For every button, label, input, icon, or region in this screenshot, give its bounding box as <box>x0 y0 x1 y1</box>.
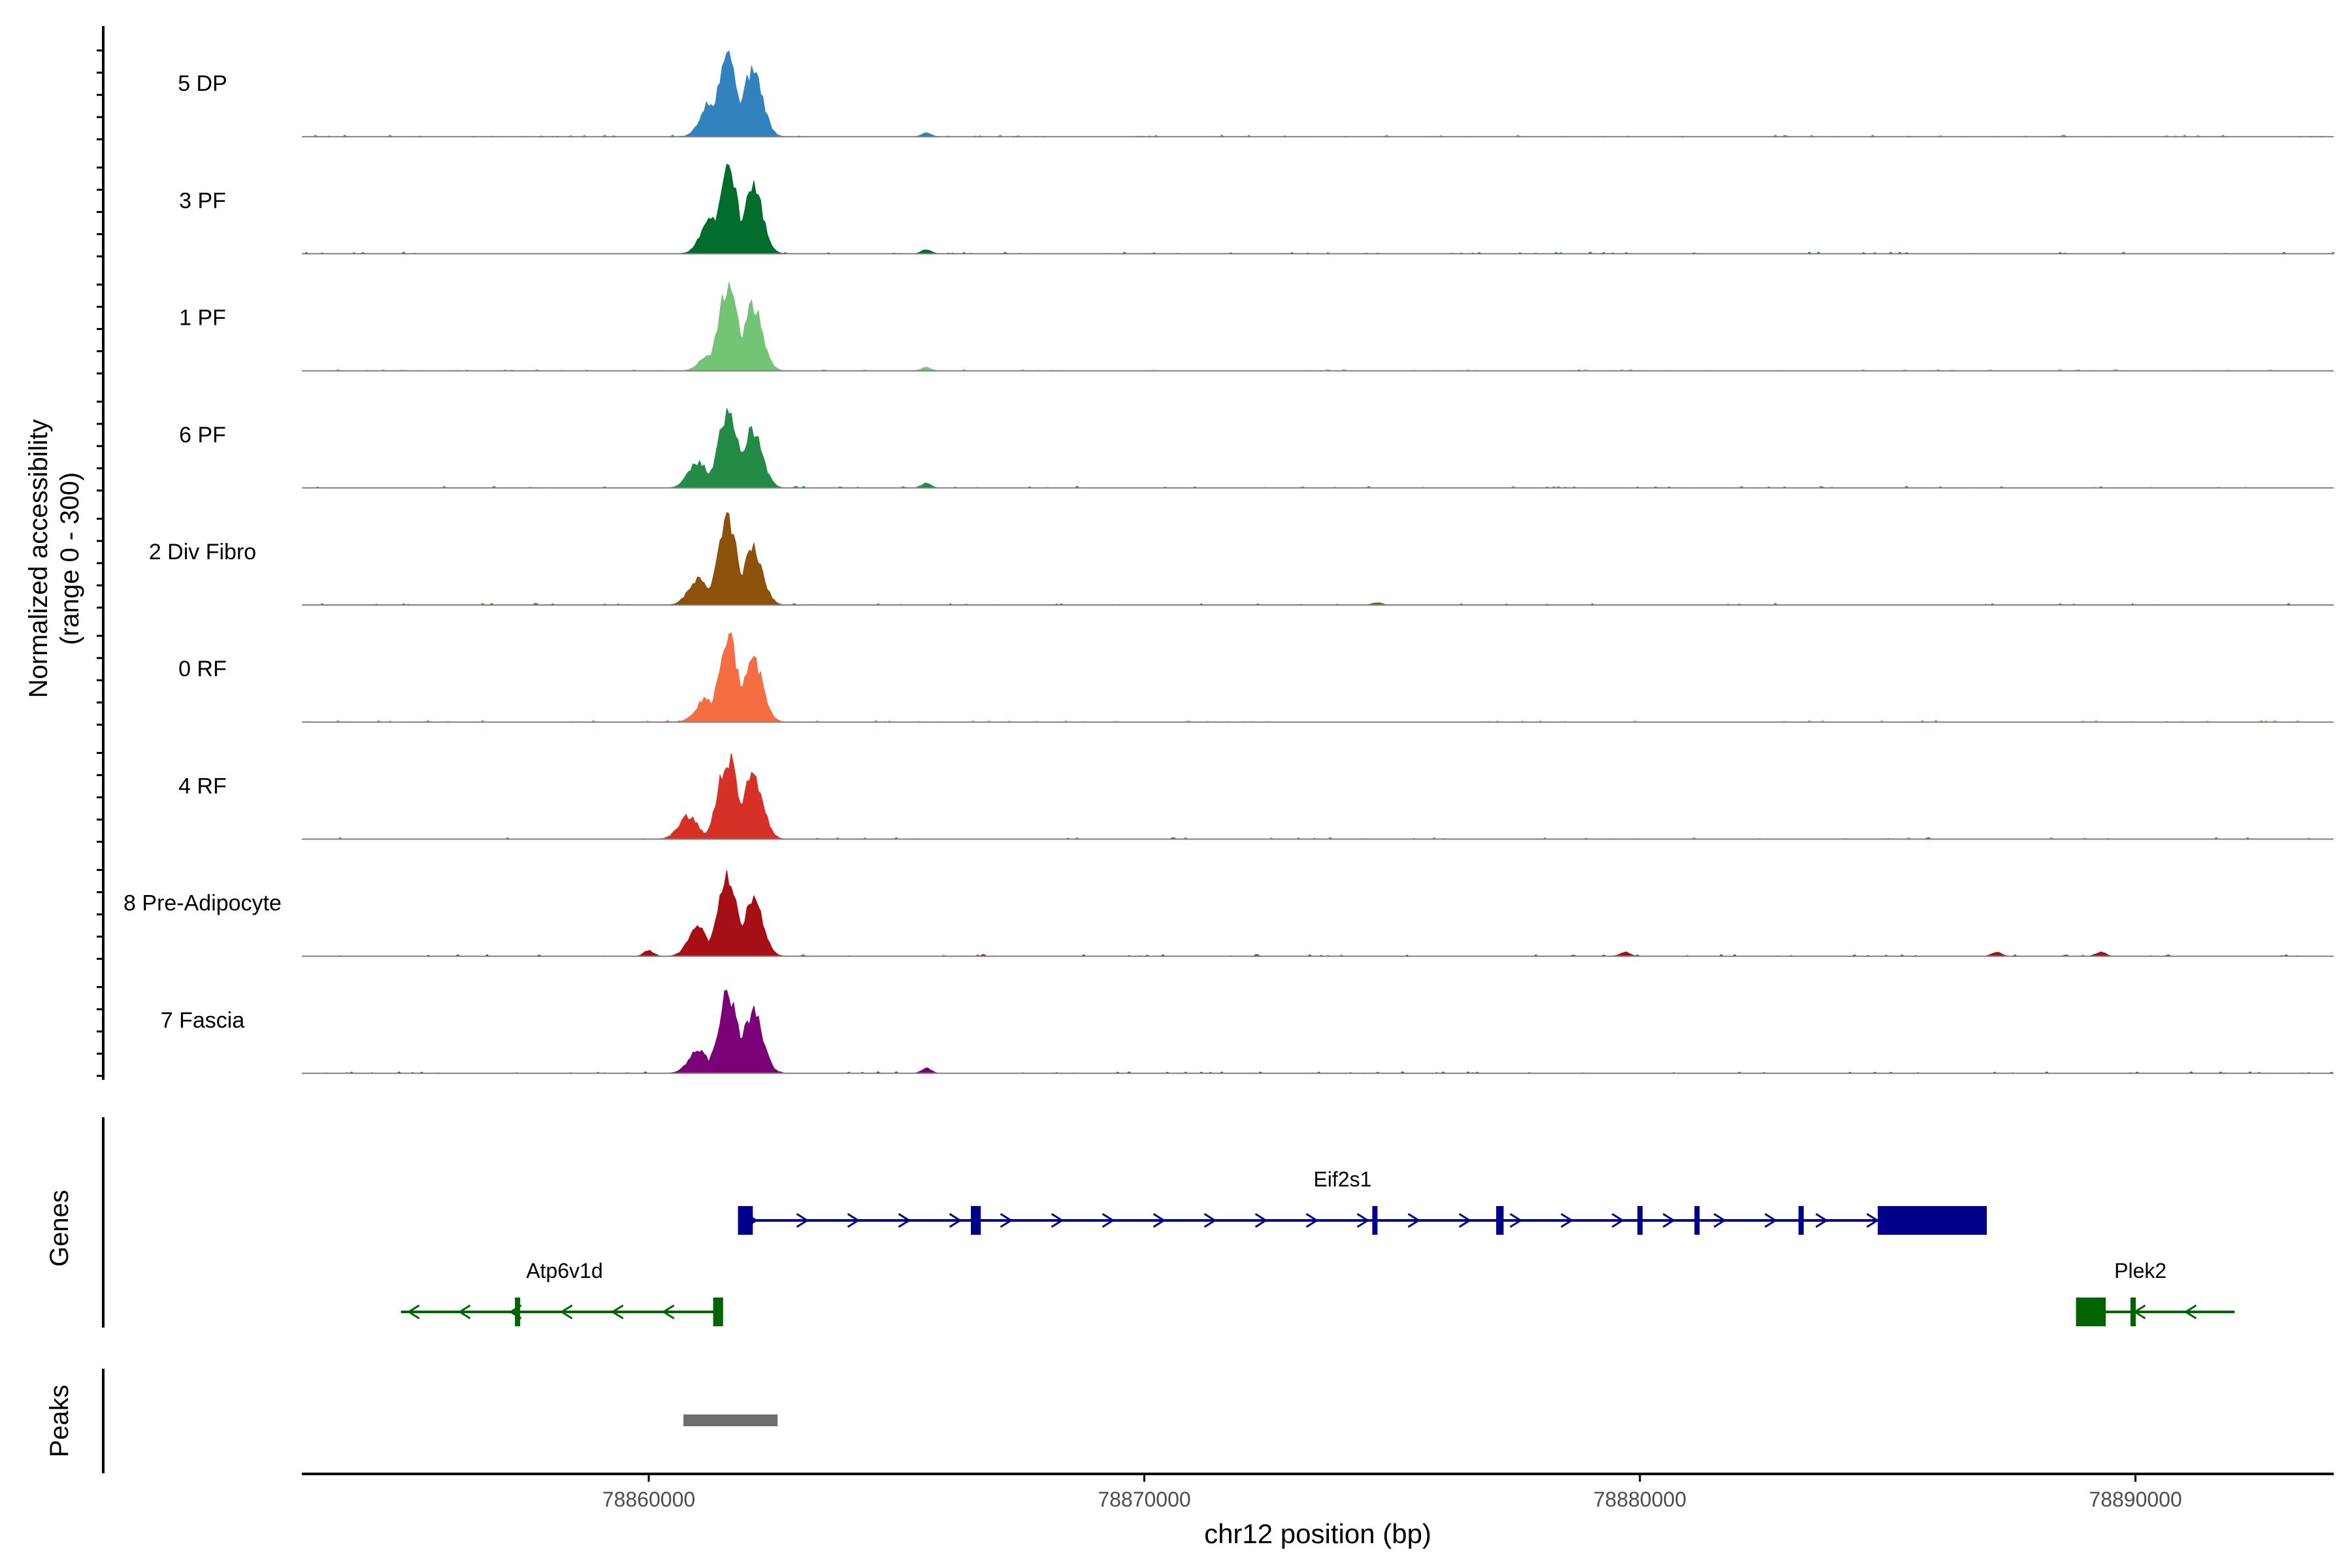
gene-exon <box>1637 1206 1643 1235</box>
gene-plek2: Plek2 <box>2076 1259 2235 1326</box>
coverage-area <box>302 512 2334 606</box>
coverage-area <box>302 989 2334 1074</box>
strand-arrow <box>661 1304 675 1320</box>
strand-arrow <box>1815 1213 1829 1228</box>
gene-exon <box>738 1206 753 1235</box>
strand-arrow <box>1713 1213 1727 1228</box>
coverage-track: 4 RF <box>178 753 2334 840</box>
x-axis-title: chr12 position (bp) <box>1204 1518 1431 1549</box>
strand-arrow <box>457 1304 471 1320</box>
track-label: 1 PF <box>179 306 226 331</box>
strand-arrow <box>1407 1213 1421 1228</box>
strand-arrow <box>1305 1213 1319 1228</box>
coverage-track: 2 Div Fibro <box>149 512 2334 606</box>
coverage-area <box>302 163 2334 254</box>
peaks-panel-label: Peaks <box>45 1384 74 1457</box>
strand-arrow <box>847 1213 860 1228</box>
strand-arrow <box>610 1304 624 1320</box>
peaks-panel <box>102 1369 778 1473</box>
track-label: 6 PF <box>179 423 226 448</box>
strand-arrow <box>1051 1213 1064 1228</box>
gene-annotation-panel: Eif2s1 Atp6v1d Plek2 <box>102 1117 2235 1328</box>
track-label: 8 Pre-Adipocyte <box>123 891 282 916</box>
gene-exon <box>1878 1206 1987 1235</box>
gene-exon <box>1694 1206 1700 1235</box>
strand-arrow <box>898 1213 911 1228</box>
strand-arrow <box>2183 1304 2197 1320</box>
strand-arrow <box>1662 1213 1676 1228</box>
strand-arrow <box>1611 1213 1625 1228</box>
coverage-area <box>302 282 2334 372</box>
coverage-track: 8 Pre-Adipocyte <box>123 870 2334 957</box>
x-axis: 78860000 78870000 78880000 78890000 <box>302 1473 2334 1511</box>
track-label: 0 RF <box>178 657 227 681</box>
gene-exon <box>971 1206 981 1235</box>
x-tick-label: 78860000 <box>602 1488 695 1511</box>
coverage-area <box>302 408 2334 489</box>
y-axis-title-line1: Normalized accessibility <box>24 419 53 698</box>
strand-arrow <box>1458 1213 1472 1228</box>
strand-arrow <box>1102 1213 1115 1228</box>
coverage-track: 0 RF <box>178 632 2334 723</box>
strand-arrow <box>1509 1213 1523 1228</box>
strand-arrow <box>1203 1213 1217 1228</box>
genes-panel-label: Genes <box>45 1190 74 1267</box>
x-tick-label: 78870000 <box>1098 1488 1190 1511</box>
coverage-area <box>302 753 2334 840</box>
gene-exon <box>1496 1206 1504 1235</box>
gene-exon <box>2131 1298 2136 1326</box>
gene-label: Plek2 <box>2114 1259 2166 1282</box>
strand-arrow <box>1356 1213 1370 1228</box>
coverage-track: 1 PF <box>179 282 2334 372</box>
strand-arrow <box>1254 1213 1268 1228</box>
strand-arrow <box>1764 1213 1778 1228</box>
gene-exon <box>713 1298 723 1326</box>
coverage-track: 3 PF <box>179 163 2334 255</box>
strand-arrow <box>559 1304 573 1320</box>
coverage-area <box>302 632 2334 723</box>
strand-arrow <box>796 1213 809 1228</box>
gene-label: Eif2s1 <box>1313 1168 1371 1191</box>
strand-arrow <box>1152 1213 1166 1228</box>
coverage-track: 6 PF <box>179 408 2334 489</box>
strand-arrow <box>1560 1213 1574 1228</box>
strand-arrow <box>1000 1213 1013 1228</box>
gene-eif2s1: Eif2s1 <box>738 1168 1987 1235</box>
coverage-area <box>302 870 2334 957</box>
track-label: 2 Div Fibro <box>149 540 256 564</box>
x-tick-label: 78880000 <box>1593 1488 1686 1511</box>
coverage-tracks: 5 DP 3 PF 1 PF 6 PF 2 Div Fibro 0 RF 4 RF 8 Pre… <box>97 26 2334 1080</box>
gene-exon <box>2076 1298 2106 1326</box>
peak-region <box>683 1414 778 1426</box>
coverage-track: 5 DP <box>178 50 2334 138</box>
gene-exon <box>1798 1206 1804 1235</box>
track-label: 7 Fascia <box>161 1008 245 1033</box>
track-label: 3 PF <box>179 188 226 213</box>
gene-exon <box>1372 1206 1378 1235</box>
x-tick-label: 78890000 <box>2089 1488 2181 1511</box>
coverage-track: 7 Fascia <box>161 989 2334 1074</box>
gene-label: Atp6v1d <box>526 1259 602 1282</box>
strand-arrow <box>406 1304 420 1320</box>
y-axis-title-line2: (range 0 - 300) <box>56 472 84 645</box>
strand-arrow <box>949 1213 962 1228</box>
gene-exon <box>515 1298 521 1326</box>
gene-atp6v1d: Atp6v1d <box>400 1259 723 1326</box>
strand-arrow <box>1866 1213 1880 1228</box>
track-label: 5 DP <box>178 71 227 96</box>
track-label: 4 RF <box>178 774 227 798</box>
coverage-area <box>302 50 2334 137</box>
